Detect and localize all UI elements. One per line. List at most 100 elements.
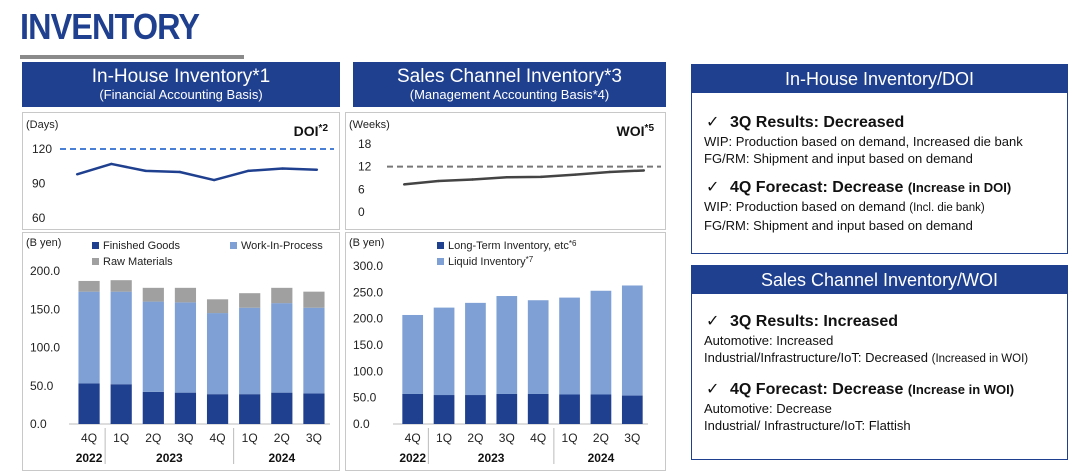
sales-channel-inventory-header: Sales Channel Inventory*3 (Management Ac… [353,62,666,107]
data-point [642,169,646,172]
y-tick-label: 0 [358,205,365,219]
channel-results-section: ✓ 3Q Results: Increased Automotive: Incre… [704,312,1067,368]
in-house-results-fgrm: FG/RM: Shipment and input based on deman… [704,151,973,166]
legend-swatch [92,242,99,249]
bar-segment [78,383,100,424]
data-point [75,173,79,176]
sales-channel-inventory-bar-chart: (B yen) Long-Term Inventory, etc*6 Liquid … [345,232,666,471]
in-house-results-section: ✓ 3Q Results: Decreased WIP: Production b… [704,113,1067,167]
data-point [437,179,440,183]
chart-title: WOI*5 [617,123,655,139]
series-line [404,169,644,186]
in-house-forecast-wip: WIP: Production based on demand (Incl. d… [704,199,985,214]
checkmark-icon: ✓ [706,114,720,131]
data-point [178,170,182,174]
bar-segment [559,297,580,395]
bar-segment [239,307,261,395]
in-house-doi-box: In-House Inventory/DOI ✓ 3Q Results: Decr… [691,64,1068,254]
in-house-results-wip: WIP: Production based on demand, Increas… [704,134,1023,149]
legend-label: Liquid Inventory*7 [448,255,534,268]
y-tick-label: 60 [32,211,46,225]
bar-segment [527,393,549,424]
x-tick-label: 3Q [624,431,640,445]
data-point [574,173,577,176]
year-label: 2022 [399,451,426,465]
y-tick-label: 250.0 [353,285,383,299]
in-house-inventory-subtitle: (Financial Accounting Basis) [99,87,263,102]
bar-segment [174,392,197,424]
year-label: 2023 [478,451,505,465]
series-line [76,162,317,182]
channel-forecast-automotive: Automotive: Decrease [704,401,832,416]
bar-segment [303,291,325,308]
bar-segment [402,393,424,424]
data-point [608,170,611,174]
legend-label: Work-In-Process [241,240,323,252]
data-point [212,178,216,182]
x-tick-label: 2Q [593,431,609,445]
x-tick-label: 3Q [306,431,322,445]
bar-segment [496,393,518,424]
bar-segment [590,394,612,424]
channel-forecast-heading: ✓ 4Q Forecast: Decrease (Increase in WOI) [706,381,1015,398]
data-point [281,167,284,170]
x-tick-label: 4Q [210,431,226,445]
y-tick-label: 100.0 [30,341,60,355]
in-house-forecast-section: ✓ 4Q Forecast: Decrease (Increase in DOI)… [704,178,1067,234]
year-label: 2022 [76,451,103,465]
bar-segment [239,293,261,308]
data-point [144,169,147,173]
y-tick-label: 50.0 [353,391,377,405]
bar-segment [559,394,580,424]
bar-segment [433,307,455,396]
in-house-inventory-title: In-House Inventory*1 [91,66,271,87]
y-tick-label: 6 [358,182,365,196]
year-label: 2023 [156,451,183,465]
y-tick-label: 200.0 [30,264,60,278]
in-house-doi-box-header: In-House Inventory/DOI [692,65,1067,93]
y-tick-label: 100.0 [353,364,383,378]
bar-segment [590,290,612,395]
x-tick-label: 1Q [436,431,452,445]
bar-segment [110,384,132,424]
bar-segment [174,287,197,303]
bar-segment [303,393,325,424]
y-tick-label: 12 [358,160,372,174]
page-title: INVENTORY [20,6,200,47]
data-point [315,168,319,171]
channel-forecast-section: ✓ 4Q Forecast: Decrease (Increase in WOI)… [704,380,1067,434]
bar-segment [142,287,164,302]
data-point [247,169,250,173]
data-point [402,183,406,186]
bar-segment [110,280,132,292]
data-point [110,162,113,166]
in-house-inventory-bar-chart: (B yen) Finished Goods Work-In-Process Raw … [22,232,340,471]
bar-segment [465,395,486,424]
sales-channel-woi-box-header: Sales Channel Inventory/WOI [692,266,1067,294]
x-tick-label: 3Q [177,431,193,445]
bar-segment [465,302,486,396]
bar-segment [142,391,164,424]
x-tick-label: 4Q [81,431,97,445]
bar-segment [271,392,293,424]
in-house-results-heading: ✓ 3Q Results: Decreased [706,114,905,131]
y-axis-label: (B yen) [349,237,384,249]
bar-segment [78,291,100,384]
chart-title: DOI*2 [294,123,329,139]
title-underline [20,55,244,59]
bar-segment [402,314,424,394]
y-tick-label: 50.0 [30,379,54,393]
doi-line-chart: (Days) DOI*2 120 90 60 [22,112,340,230]
data-point [505,176,509,179]
y-tick-label: 0.0 [353,417,370,431]
data-point [539,175,543,179]
bar-segment [206,299,229,314]
y-axis-label: (B yen) [26,237,61,249]
bar-segment [271,303,293,393]
legend-swatch [437,258,444,265]
checkmark-icon: ✓ [706,179,720,196]
bar-segment [110,291,132,385]
y-tick-label: 120 [32,142,52,156]
channel-results-automotive: Automotive: Increased [704,333,834,348]
channel-forecast-industrial: Industrial/ Infrastructure/IoT: Flattish [704,418,911,433]
